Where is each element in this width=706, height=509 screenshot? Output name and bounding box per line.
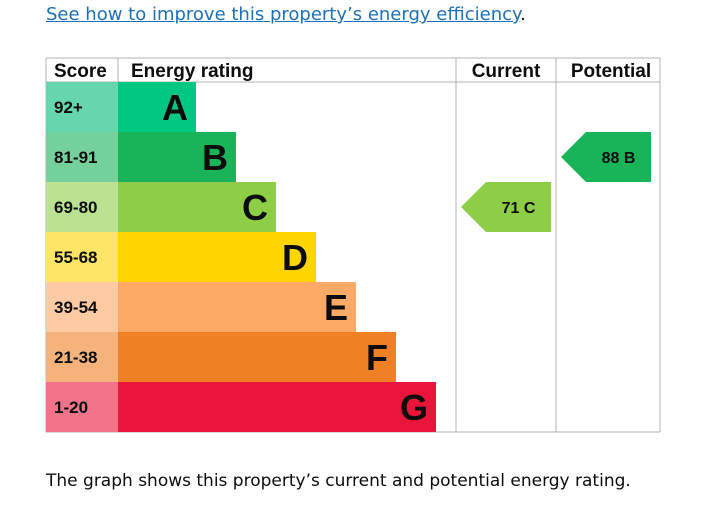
score-range-f: 21-38 bbox=[54, 348, 97, 367]
score-range-a: 92+ bbox=[54, 98, 83, 117]
rating-bar-g bbox=[118, 382, 436, 432]
rating-letter-d: D bbox=[282, 237, 308, 278]
rating-bar-b bbox=[118, 132, 236, 182]
rating-bar-f bbox=[118, 332, 396, 382]
rating-letter-g: G bbox=[400, 387, 428, 428]
score-range-g: 1-20 bbox=[54, 398, 88, 417]
rating-letter-c: C bbox=[242, 187, 268, 228]
score-range-c: 69-80 bbox=[54, 198, 97, 217]
score-range-e: 39-54 bbox=[54, 298, 98, 317]
rating-bar-c bbox=[118, 182, 276, 232]
rating-bar-e bbox=[118, 282, 356, 332]
score-cell-d bbox=[46, 232, 118, 282]
potential-rating-arrow bbox=[561, 132, 651, 182]
link-trailing-period: . bbox=[520, 4, 526, 25]
score-cell-c bbox=[46, 182, 118, 232]
rating-markers: 71 C 88 B bbox=[461, 132, 651, 232]
header-energy-rating: Energy rating bbox=[131, 61, 253, 82]
rating-bar-d bbox=[118, 232, 316, 282]
rating-bar-a bbox=[118, 82, 196, 132]
potential-rating-label: 88 B bbox=[602, 150, 636, 167]
current-rating-label: 71 C bbox=[502, 200, 536, 217]
score-cell-g bbox=[46, 382, 118, 432]
score-cell-f bbox=[46, 332, 118, 382]
improve-efficiency-link[interactable]: See how to improve this property’s energ… bbox=[46, 4, 521, 25]
score-cell-a bbox=[46, 82, 118, 132]
chart-headers: Score Energy rating Current Potential bbox=[54, 61, 651, 82]
score-cell-e bbox=[46, 282, 118, 332]
rating-bands: 92+ A 81-91 B 69-80 C 55-68 D 39-54 E 21-38 F 1-20 G bbox=[46, 82, 436, 432]
rating-letter-b: B bbox=[202, 137, 228, 178]
header-current: Current bbox=[472, 61, 541, 82]
current-rating-arrow bbox=[461, 182, 551, 232]
improve-link-line: See how to improve this property’s energ… bbox=[46, 4, 526, 25]
score-range-d: 55-68 bbox=[54, 248, 97, 267]
graph-caption: The graph shows this property’s current … bbox=[46, 471, 631, 491]
rating-letter-a: A bbox=[162, 87, 188, 128]
rating-letter-e: E bbox=[324, 287, 348, 328]
header-score: Score bbox=[54, 61, 107, 82]
rating-letter-f: F bbox=[366, 337, 388, 378]
score-range-b: 81-91 bbox=[54, 148, 97, 167]
score-cell-b bbox=[46, 132, 118, 182]
header-potential: Potential bbox=[571, 61, 651, 82]
